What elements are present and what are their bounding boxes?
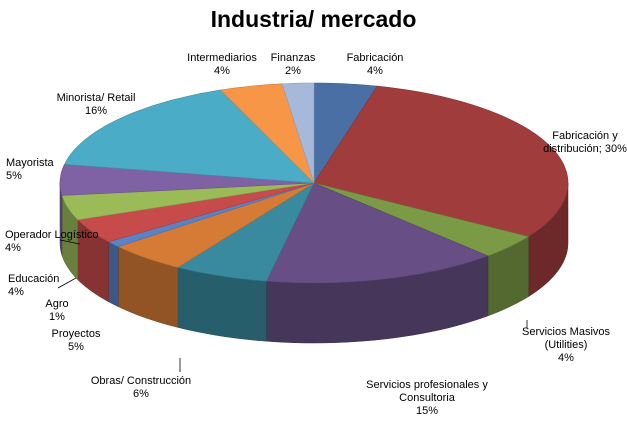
slice-label-mayorista: Mayorista 5% xyxy=(6,157,54,182)
slice-label-obras-construccion: Obras/ Construcción 6% xyxy=(90,375,192,400)
pie-slice-servicios-profesionales-y-consultoria xyxy=(265,182,489,284)
pie-slice-mayorista xyxy=(59,163,315,196)
pie-slice-educacion xyxy=(77,182,315,243)
chart-title: Industria/ mercado xyxy=(210,6,417,32)
slice-label-proyectos: Proyectos 5% xyxy=(51,328,101,353)
slice-label-servicios-profesionales: Servicios profesionales y Consultoria 15% xyxy=(366,379,488,417)
slice-label-agro: Agro 1% xyxy=(45,298,69,323)
slice-label-minorista-retail: Minorista/ Retail 16% xyxy=(56,92,136,117)
pie-slice-intermediarios xyxy=(219,83,315,184)
pie-top-faces xyxy=(59,82,569,284)
pie-slice-fabricacion xyxy=(313,82,378,185)
pie-slice-finanzas xyxy=(281,82,315,184)
slice-label-intermediarios: Intermediarios 4% xyxy=(187,52,257,77)
pie-slice-obras-construccion xyxy=(177,182,315,282)
slice-label-servicios-masivos: Servicios Masivos (Utilities) 4% xyxy=(521,326,611,364)
slice-label-finanzas: Finanzas 2% xyxy=(270,52,316,77)
pie-slice-minorista-retail xyxy=(64,89,315,184)
slice-label-fabricacion-distribucion: Fabricación y distribución; 30% xyxy=(543,130,627,155)
slice-label-fabricacion: Fabricación 4% xyxy=(346,52,404,77)
pie-slice-fabricacion-y-distribucion xyxy=(313,85,569,237)
pie-side-agro xyxy=(108,241,119,308)
slice-label-educacion: Educación 4% xyxy=(8,273,60,298)
pie-slice-operador-logistico xyxy=(61,182,315,221)
slice-label-operador-logistico: Operador Logístico 4% xyxy=(5,229,99,254)
pie-slice-proyectos xyxy=(117,182,315,268)
leader-lines xyxy=(57,239,528,372)
pie-slice-servicios-masivos-utilities xyxy=(313,182,530,257)
